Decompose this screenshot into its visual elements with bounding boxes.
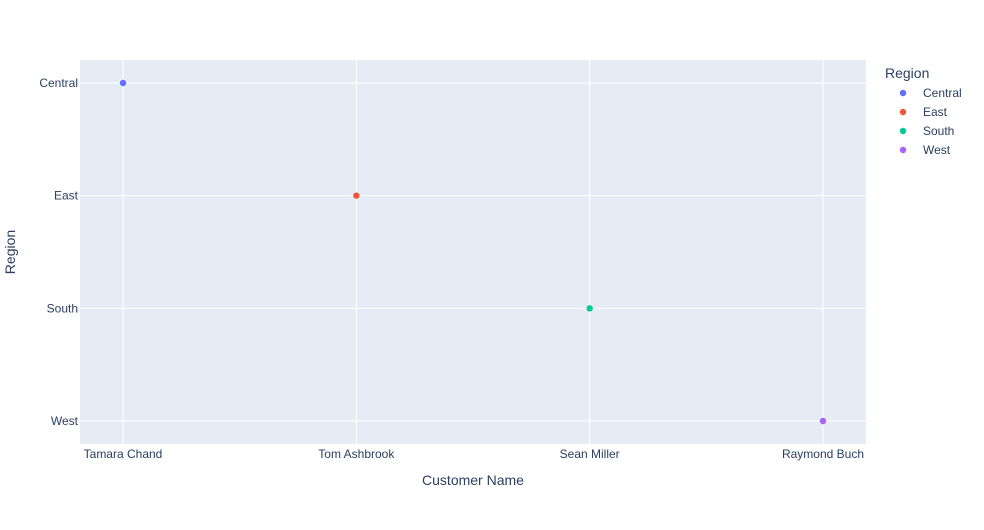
- legend-items: Central East South West: [899, 86, 962, 157]
- x-tick-tamara-chand: Tamara Chand: [84, 447, 163, 461]
- x-gridlines: [122, 60, 824, 444]
- legend-label-south[interactable]: South: [923, 124, 954, 138]
- legend-marker-east: [899, 108, 907, 116]
- x-tick-labels: Tamara Chand Tom Ashbrook Sean Miller Raymo…: [84, 447, 864, 461]
- y-tick-central: Central: [39, 76, 78, 90]
- y-tick-labels: Central East South West: [39, 76, 78, 428]
- legend-label-east[interactable]: East: [923, 105, 948, 119]
- y-gridlines: [80, 82, 866, 422]
- y-axis-title: Region: [2, 230, 18, 274]
- point-central[interactable]: [119, 79, 127, 87]
- legend-title: Region: [885, 65, 929, 81]
- x-tick-raymond-buch: Raymond Buch: [782, 447, 864, 461]
- y-tick-west: West: [51, 414, 79, 428]
- legend-label-central[interactable]: Central: [923, 86, 962, 100]
- x-tick-sean-miller: Sean Miller: [560, 447, 620, 461]
- legend-label-west[interactable]: West: [923, 143, 951, 157]
- y-tick-east: East: [54, 189, 79, 203]
- plot-background: [80, 60, 866, 444]
- point-west[interactable]: [819, 417, 827, 425]
- legend-marker-west: [899, 146, 907, 154]
- point-south[interactable]: [586, 305, 593, 312]
- x-axis-title: Customer Name: [422, 472, 524, 488]
- x-tick-tom-ashbrook: Tom Ashbrook: [318, 447, 395, 461]
- data-points: [119, 79, 827, 425]
- y-tick-south: South: [47, 301, 78, 315]
- legend-marker-central: [899, 89, 907, 97]
- legend-marker-south: [899, 127, 907, 135]
- point-east[interactable]: [353, 192, 360, 199]
- legend: Region Central East South West: [885, 65, 962, 157]
